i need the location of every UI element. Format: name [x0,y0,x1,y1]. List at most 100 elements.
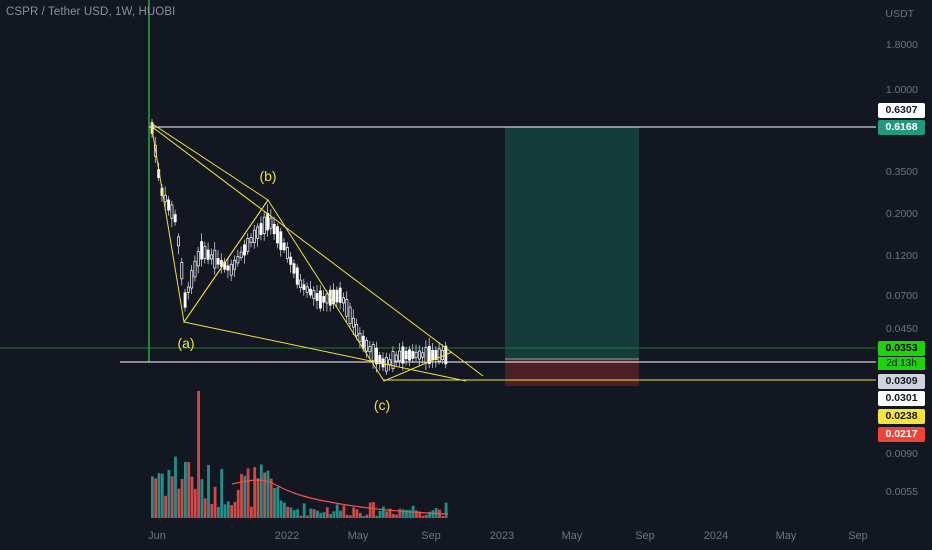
price-tag-low: 0.0238 [878,409,925,424]
candle [266,212,270,231]
volume-bar [289,507,293,518]
price-tick: 0.2000 [885,208,918,220]
volume-bar [382,506,385,518]
price-tag-last: 0.0353 [878,341,925,356]
candle [262,216,266,234]
candle [226,265,230,271]
volume-bar [217,506,220,518]
candle [312,290,316,299]
candle [246,238,250,252]
volume-bar [342,505,346,518]
candle [295,267,299,285]
volume-bar [279,500,283,518]
volume-bar [174,456,177,518]
candle [193,260,197,278]
candle [269,217,273,229]
candlesticks [150,118,448,375]
volume-bar [312,509,316,518]
candle [408,349,411,361]
candle [203,246,207,259]
time-tick: Sep [421,530,441,542]
candle [388,359,392,365]
price-tag-stop: 0.0217 [878,427,925,442]
candle [180,262,184,280]
volume-bar [193,488,197,518]
candle [210,254,213,260]
volume-bar [200,479,204,518]
volume-bar [203,498,207,518]
volume-bar [441,515,445,518]
volume-bar [299,515,303,518]
candle [342,297,345,304]
volume-bar [306,515,309,518]
volume-bar [187,462,191,518]
time-tick: May [775,530,797,542]
candle [190,270,194,289]
volume-bar [243,475,247,518]
candle [243,244,246,256]
candle [186,286,190,293]
volume-bar [398,508,402,518]
volume-bar [226,501,230,518]
target-profit-zone[interactable] [505,127,639,359]
candle [351,317,355,328]
candle [285,247,289,259]
price-tick: 0.0450 [885,323,918,335]
wave-label-b: (b) [259,168,277,184]
stop-loss-zone[interactable] [505,359,639,386]
volume-bar [401,509,405,518]
volume-bar [378,510,382,518]
candle [378,354,382,364]
candle [427,345,431,365]
wedge-drawing [150,122,484,382]
volume-bar [355,509,359,518]
candle [424,347,428,363]
candle [414,351,418,359]
price-tick: 0.0055 [885,486,918,498]
candle [394,354,398,362]
price-tag-support: 0.0301 [878,391,925,406]
candle [236,256,240,264]
candle [282,242,286,251]
volume-bar [421,515,425,518]
volume-bar [223,504,227,518]
volume-bar [266,470,270,518]
time-tick: 2023 [489,530,515,542]
volume-bar [246,468,250,518]
volume-bar [164,495,167,518]
volume-bar [250,506,253,518]
candle [332,289,336,305]
candle [318,290,322,309]
candle [322,296,326,303]
volume-bar [157,473,161,518]
volume-bar [335,504,339,518]
candle [345,299,349,317]
volume-bar [372,502,375,518]
volume-bar [385,511,389,518]
candle [233,259,237,270]
volume-bar [263,472,266,518]
volume-bar [428,511,431,518]
candle [167,199,171,211]
price-tag-entry: 0.0309 [878,374,925,389]
candle [381,358,385,368]
candle [302,284,306,290]
volume-bar [339,510,342,518]
candle [289,256,293,265]
candle [338,287,342,303]
volume-bar [415,510,418,518]
price-tick: 0.1200 [885,250,918,262]
price-tick: 1.8000 [885,39,918,51]
volume-bar [220,468,224,518]
price-tick: 0.0090 [885,448,918,460]
price-tag-target: 0.6168 [878,120,925,135]
volume-bar [395,514,398,518]
candle [196,251,200,267]
candle [200,241,204,260]
candle [358,333,362,343]
volume-bar [302,503,306,518]
volume-bar [230,505,233,518]
volume-bar [236,489,240,518]
volume-bar [160,473,164,518]
